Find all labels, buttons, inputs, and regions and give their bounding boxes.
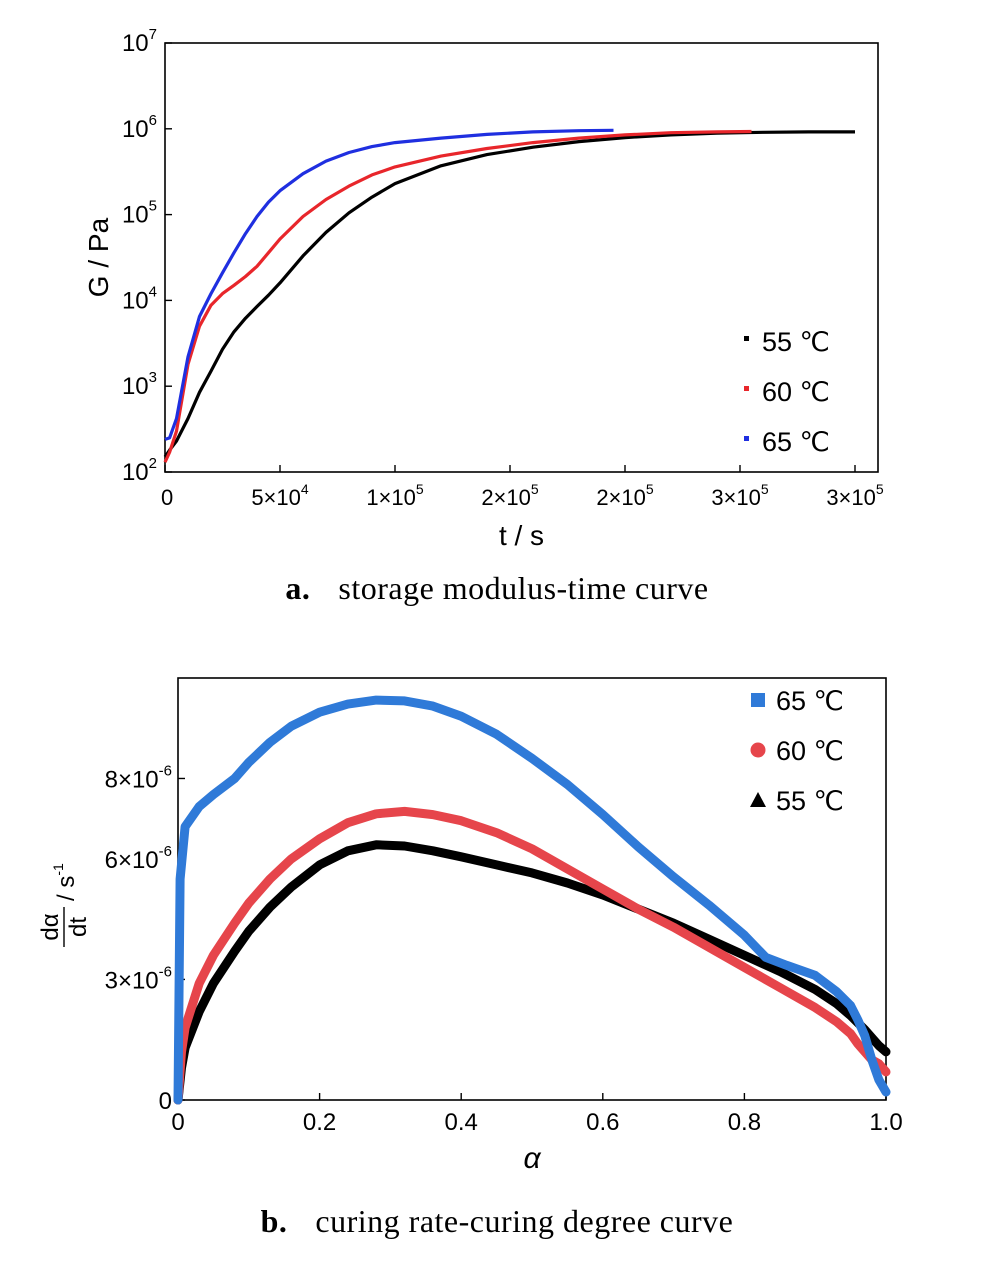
y-tick-label-a: 103 (122, 369, 157, 400)
y-tick-label-mantissa: 6×10 (105, 847, 159, 874)
y-tick-label-a: 106 (122, 112, 157, 143)
legend-marker-b-1 (750, 742, 766, 758)
y-axis-label-a: G / Pa (83, 217, 114, 297)
y-tick-label-a: 105 (122, 198, 157, 229)
y-axis-label-unit: / s-1 (50, 863, 80, 901)
y-tick-label-a: 102 (122, 455, 157, 486)
x-tick-label-mantissa: 5×10 (251, 485, 301, 510)
x-tick-label-mantissa: 3×10 (826, 485, 876, 510)
caption-b-letter: b. (260, 1203, 288, 1239)
y-tick-label-b: 3×10-6 (105, 963, 172, 994)
series-band-b-1 (173, 806, 891, 1105)
y-axis-label-slash: / (53, 888, 80, 901)
legend-label-b-0: 65 ℃ (776, 686, 844, 716)
series-line-a-1 (163, 129, 752, 463)
x-tick-label-mantissa: 3×10 (711, 485, 761, 510)
y-tick-label-exponent: -6 (159, 843, 172, 860)
x-tick-label-exponent: 5 (646, 481, 654, 497)
x-tick-label-a: 3×105 (826, 481, 884, 510)
y-axis-label-numerator: dα (37, 913, 64, 940)
x-tick-label-b: 0 (171, 1109, 184, 1136)
x-tick-label-exponent: 5 (416, 481, 424, 497)
legend-marker-b-0 (751, 693, 765, 707)
legend-marker-a-2 (744, 436, 749, 441)
y-tick-label-exponent: 3 (149, 369, 157, 386)
series-line-a-0 (163, 130, 855, 458)
legend-marker-a-1 (744, 386, 749, 391)
x-tick-label-b: 0.8 (728, 1109, 761, 1136)
legend-label-a-1: 60 ℃ (762, 377, 830, 407)
caption-a-text: storage modulus-time curve (338, 570, 709, 606)
y-tick-label-mantissa: 8×10 (105, 766, 159, 793)
y-tick-label-a: 107 (122, 26, 157, 57)
y-tick-label-b: 0 (159, 1088, 172, 1115)
legend-label-a-2: 65 ℃ (762, 427, 830, 457)
y-axis-label-unit-text: s (53, 876, 80, 888)
y-tick-label-b: 6×10-6 (105, 843, 172, 874)
x-tick-label-mantissa: 1×10 (366, 485, 416, 510)
series-band-b-2 (173, 840, 891, 1105)
y-tick-label-mantissa: 3×10 (105, 967, 159, 994)
y-tick-label-mantissa: 10 (122, 459, 149, 486)
y-tick-label-a: 104 (122, 283, 157, 314)
series-line-a-2 (164, 128, 614, 441)
x-tick-label-exponent: 5 (761, 481, 769, 497)
y-tick-label-exponent: 4 (149, 283, 157, 300)
legend-marker-b-2 (750, 792, 766, 807)
y-tick-label-mantissa: 10 (122, 202, 149, 229)
legend-label-b-1: 60 ℃ (776, 736, 844, 766)
x-tick-label-a: 3×105 (711, 481, 769, 510)
legend-label-a-0: 55 ℃ (762, 327, 830, 357)
y-axis-label-b: dα dt / s-1 (37, 863, 92, 947)
x-tick-label-b: 0.2 (303, 1109, 336, 1136)
x-tick-label-a: 2×105 (596, 481, 654, 510)
y-tick-label-exponent: 7 (149, 26, 157, 43)
y-tick-label-exponent: 5 (149, 198, 157, 215)
y-tick-label-mantissa: 10 (122, 287, 149, 314)
y-tick-label-exponent: 2 (149, 455, 157, 472)
plot-frame-a (164, 42, 879, 473)
x-tick-label-mantissa: 0 (161, 485, 173, 510)
y-tick-label-mantissa: 10 (122, 373, 149, 400)
x-tick-label-exponent: 4 (301, 481, 309, 497)
x-tick-label-mantissa: 2×10 (596, 485, 646, 510)
caption-a: a. storage modulus-time curve (0, 570, 994, 607)
y-axis-label-unit-exponent: -1 (50, 863, 66, 876)
y-tick-label-mantissa: 10 (122, 30, 149, 57)
x-tick-label-b: 0.6 (586, 1109, 619, 1136)
y-tick-label-mantissa: 0 (159, 1088, 172, 1115)
caption-a-letter: a. (285, 570, 311, 606)
x-axis-label-b: α (523, 1142, 541, 1175)
caption-b-text: curing rate-curing degree curve (315, 1203, 734, 1239)
x-tick-label-exponent: 5 (876, 481, 884, 497)
x-tick-label-exponent: 5 (531, 481, 539, 497)
x-tick-label-mantissa: 2×10 (481, 485, 531, 510)
x-tick-label-b: 0.4 (445, 1109, 478, 1136)
legend-label-b-2: 55 ℃ (776, 786, 844, 816)
y-axis-label-denominator: dt (65, 917, 92, 937)
y-tick-label-exponent: -6 (159, 762, 172, 779)
legend-marker-a-0 (744, 336, 749, 341)
x-axis-label-a: t / s (499, 520, 544, 551)
x-tick-label-b: 1.0 (869, 1109, 902, 1136)
x-tick-label-a: 0 (161, 485, 173, 510)
x-tick-label-a: 2×105 (481, 481, 539, 510)
x-tick-label-a: 5×104 (251, 481, 309, 510)
y-tick-label-b: 8×10-6 (105, 762, 172, 793)
x-tick-label-a: 1×105 (366, 481, 424, 510)
y-tick-label-exponent: 6 (149, 112, 157, 129)
caption-b: b. curing rate-curing degree curve (0, 1203, 994, 1240)
y-tick-label-exponent: -6 (159, 963, 172, 980)
y-tick-label-mantissa: 10 (122, 116, 149, 143)
series-band-b-0 (173, 695, 891, 1105)
